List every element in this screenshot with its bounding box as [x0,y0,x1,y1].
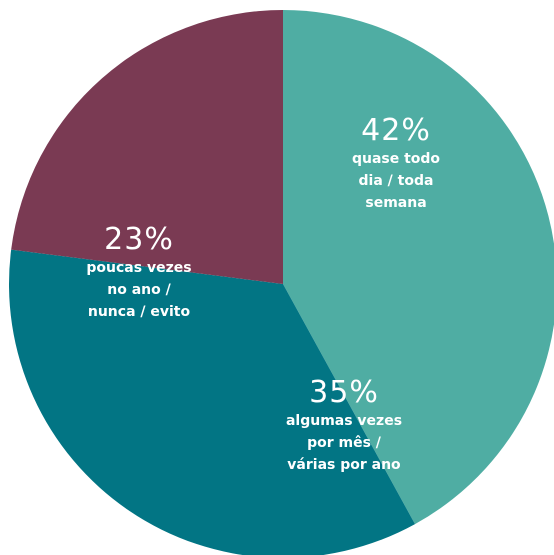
slice-category-label-2-line-0: poucas vezes [86,260,191,276]
slice-category-label-1-line-1: por mês / [307,435,382,451]
pie-slice-0 [283,10,554,525]
pie-slices [9,9,554,555]
pie-labels: 42% quase todo dia / toda semana 35% algumas … [86,113,440,473]
slice-category-label-0-line-0: quase todo [352,151,440,167]
pie-slice-2 [11,9,283,284]
slice-percent-label-1: 35% [309,375,379,410]
slice-category-label-1-line-0: algumas vezes [286,413,402,429]
slice-category-label-1-line-2: várias por ano [287,457,401,473]
slice-category-label-2-line-1: no ano / [107,282,171,298]
slice-category-label-0-line-2: semana [365,195,426,211]
pie-slice-1 [9,249,415,555]
slice-percent-label-0: 42% [361,113,431,148]
slice-category-label-0-line-1: dia / toda [359,173,434,189]
slice-category-label-2-line-2: nunca / evito [88,304,191,320]
slice-percent-label-2: 23% [104,222,174,257]
